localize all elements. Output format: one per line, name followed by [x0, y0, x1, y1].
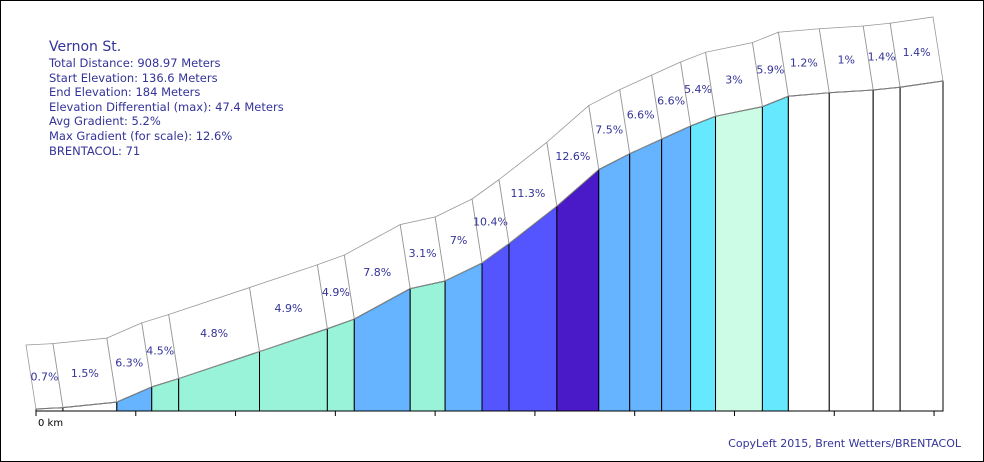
segment-grade-label: 7.8% [363, 266, 391, 279]
segment-fill [508, 205, 558, 412]
chart-title: Vernon St. [49, 39, 122, 55]
segment-fill [259, 328, 328, 412]
segment-grade-label: 12.6% [555, 150, 590, 163]
segment-grade-label: 1.4% [903, 46, 931, 59]
segment-grade-label: 5.4% [684, 83, 712, 96]
gradient-bands: 0.7% 1.5% 6.3%4.5% 4.8% 4.9% 4.9% 7.8% 3.1% 7% 10… [25, 16, 944, 412]
x-axis [35, 410, 943, 416]
segment-fill [444, 262, 483, 412]
segment-grade-label: 1.2% [790, 56, 818, 69]
segment-fill [899, 80, 944, 412]
segment-fill [481, 242, 510, 412]
segment-fill [326, 318, 355, 412]
segment-fill [151, 377, 180, 412]
segment-grade-label: 1% [838, 53, 855, 66]
segment-fill [761, 95, 789, 412]
segment-grade-label: 4.8% [200, 327, 228, 340]
segment-fill [872, 86, 901, 412]
segment-grade-label: 7.5% [595, 124, 623, 137]
segment-grade-label: 11.3% [510, 187, 545, 200]
segment-grade-label: 0.7% [30, 370, 58, 383]
segment-fill [598, 152, 631, 412]
segment-fill [787, 92, 830, 412]
segment-fill [353, 287, 411, 412]
stat-max-gradient: Max Gradient (for scale): 12.6% [49, 128, 233, 143]
segment-fill [828, 89, 874, 412]
stat-start-elevation: Start Elevation: 136.6 Meters [49, 70, 218, 85]
segment-fill [409, 280, 446, 412]
segment-grade-label: 5.9% [756, 63, 784, 76]
segment-grade-label: 4.9% [322, 286, 350, 299]
segment-fill [661, 125, 692, 412]
segment-grade-label: 6.3% [115, 356, 143, 369]
segment-fill [629, 138, 663, 412]
segment-fill [715, 105, 763, 412]
segment-fill [178, 350, 261, 412]
segment-grade-label: 1.4% [868, 51, 896, 64]
segment-grade-label: 6.6% [657, 95, 685, 108]
stat-brentacol: BRENTACOL: 71 [49, 143, 141, 158]
stat-elevation-differential: Elevation Differential (max): 47.4 Meter… [49, 99, 284, 114]
segment-fill [116, 386, 153, 412]
segment-grade-label: 7% [450, 234, 467, 247]
stat-end-elevation: End Elevation: 184 Meters [49, 85, 201, 100]
segment-grade-label: 3.1% [409, 247, 437, 260]
segment-label-strip [889, 16, 944, 88]
segment-grade-label: 6.6% [627, 108, 655, 121]
segment-grade-label: 4.9% [274, 302, 302, 315]
x-axis-label: 0 km [38, 418, 63, 429]
copyright-text: CopyLeft 2015, Brent Wetters/BRENTACOL [728, 437, 961, 450]
segment-grade-label: 4.5% [146, 345, 174, 358]
stat-avg-gradient: Avg Gradient: 5.2% [49, 114, 161, 129]
segment-fill [690, 115, 717, 412]
segment-grade-label: 3% [725, 73, 742, 86]
segment-grade-label: 1.5% [71, 367, 99, 380]
segment-grade-label: 10.4% [473, 215, 508, 228]
segment-fill [556, 168, 600, 412]
stat-total-distance: Total Distance: 908.97 Meters [49, 56, 221, 70]
stats-panel: Vernon St. Total Distance: 908.97 Meters… [49, 39, 284, 158]
